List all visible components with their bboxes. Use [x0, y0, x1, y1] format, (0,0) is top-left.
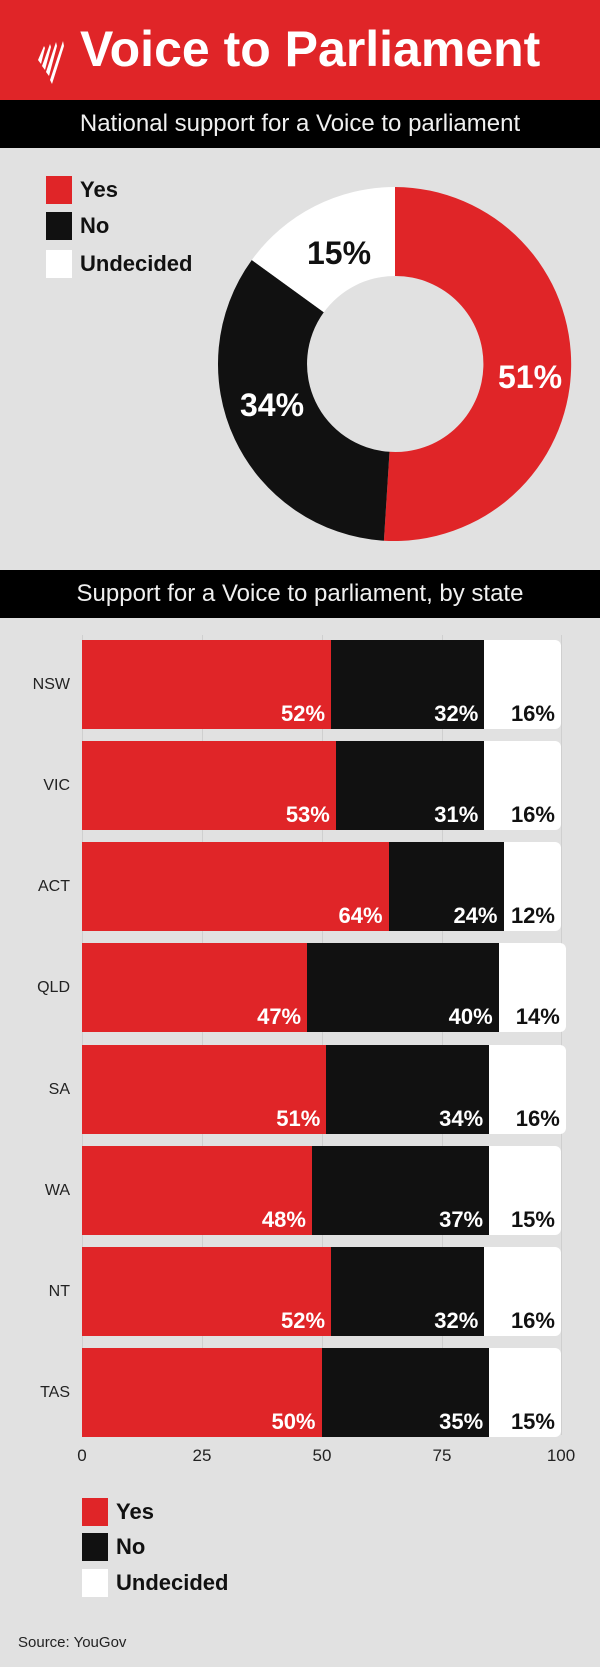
legend-swatch-undecided	[46, 250, 72, 278]
axis-tick-25: 25	[192, 1446, 212, 1465]
bar-segment-no: 34%	[326, 1045, 490, 1134]
bar-value-yes: 53%	[285, 802, 330, 827]
state-legend-swatch-yes	[82, 1498, 108, 1526]
bar-segment-yes: 47%	[82, 943, 308, 1032]
state-label: NSW	[32, 675, 70, 693]
bar-segment-undecided: 14%	[498, 943, 566, 1032]
bar-segment-yes: 48%	[82, 1146, 312, 1235]
bar-value-yes: 47%	[257, 1004, 302, 1029]
gridline-75	[442, 635, 443, 1435]
bar-segment-undecided: 16%	[484, 640, 561, 729]
source-note: Source: YouGov	[18, 1634, 127, 1651]
state-bar-row: 47% 40% 14%	[82, 943, 566, 1032]
state-legend-swatch-undecided	[82, 1569, 108, 1597]
bar-value-undecided: 15%	[510, 1409, 555, 1434]
gridline-0	[82, 635, 83, 1435]
bar-segment-yes: 51%	[82, 1045, 327, 1134]
axis-tick-75: 75	[432, 1446, 452, 1465]
national-donut-chart: 51% 34% 15%	[217, 187, 572, 541]
bar-segment-no: 31%	[335, 741, 485, 830]
state-bar-row: 52% 32% 16%	[82, 1247, 561, 1336]
bar-segment-yes: 52%	[82, 640, 332, 729]
legend-label-undecided: Undecided	[80, 251, 193, 276]
axis-tick-0: 0	[77, 1446, 87, 1465]
bar-segment-yes: 53%	[82, 741, 336, 830]
state-section-title: Support for a Voice to parliament, by st…	[0, 570, 600, 618]
bar-value-undecided: 16%	[510, 1308, 555, 1333]
donut-slice-no	[217, 260, 390, 541]
donut-slice-yes	[383, 187, 572, 541]
page-title: Voice to Parliament	[80, 21, 541, 77]
bar-value-undecided: 16%	[515, 1106, 560, 1131]
bar-value-undecided: 16%	[510, 701, 555, 726]
bar-value-no: 34%	[439, 1106, 484, 1131]
bar-value-yes: 52%	[281, 701, 326, 726]
donut-label-undecided: 15%	[307, 235, 371, 271]
state-legend-swatch-no	[82, 1533, 108, 1561]
axis-tick-100: 100	[546, 1446, 576, 1465]
bar-value-yes: 50%	[271, 1409, 316, 1434]
legend-label-no: No	[80, 213, 110, 238]
legend-swatch-no	[46, 212, 72, 240]
bar-value-no: 32%	[434, 701, 479, 726]
bar-segment-undecided: 16%	[484, 1247, 561, 1336]
donut-label-yes: 51%	[498, 359, 562, 395]
legend-label-yes: Yes	[80, 177, 118, 202]
bar-segment-undecided: 15%	[489, 1348, 561, 1437]
bar-value-no: 31%	[434, 802, 479, 827]
state-label: TAS	[40, 1383, 70, 1401]
bar-value-undecided: 12%	[510, 903, 555, 928]
state-bar-row: 64% 24% 12%	[82, 842, 561, 931]
gridline-25	[202, 635, 203, 1435]
bar-value-no: 35%	[439, 1409, 484, 1434]
bar-value-yes: 52%	[281, 1308, 326, 1333]
bar-segment-no: 32%	[331, 1247, 485, 1336]
bar-segment-yes: 64%	[82, 842, 389, 931]
bar-segment-no: 32%	[331, 640, 485, 729]
bar-value-no: 24%	[453, 903, 498, 928]
state-legend-label-yes: Yes	[116, 1499, 154, 1524]
bar-segment-no: 35%	[321, 1348, 490, 1437]
state-bar-row: 52% 32% 16%	[82, 640, 561, 729]
bar-segment-undecided: 15%	[489, 1146, 561, 1235]
state-label: SA	[48, 1080, 70, 1098]
state-bar-row: 53% 31% 16%	[82, 741, 561, 830]
axis-tick-50: 50	[312, 1446, 332, 1465]
bar-segment-no: 40%	[307, 943, 499, 1032]
bar-segment-undecided: 12%	[503, 842, 561, 931]
header-banner	[0, 0, 600, 100]
state-label: QLD	[37, 978, 70, 996]
state-label: VIC	[43, 776, 70, 794]
bar-value-no: 37%	[439, 1207, 484, 1232]
bar-value-no: 40%	[448, 1004, 493, 1029]
bar-segment-no: 37%	[311, 1146, 490, 1235]
gridline-50	[322, 635, 323, 1435]
state-label: WA	[44, 1181, 70, 1199]
bar-value-no: 32%	[434, 1308, 479, 1333]
bar-segment-no: 24%	[388, 842, 504, 931]
state-legend-label-undecided: Undecided	[116, 1570, 229, 1595]
donut-slice-undecided	[251, 187, 395, 313]
state-bar-row: 50% 35% 15%	[82, 1348, 561, 1437]
bar-value-undecided: 14%	[515, 1004, 560, 1029]
bar-segment-yes: 52%	[82, 1247, 332, 1336]
bar-segment-undecided: 16%	[489, 1045, 566, 1134]
bar-segment-yes: 50%	[82, 1348, 322, 1437]
bar-value-yes: 48%	[261, 1207, 306, 1232]
bar-value-undecided: 15%	[510, 1207, 555, 1232]
bar-value-undecided: 16%	[510, 802, 555, 827]
state-label: ACT	[38, 877, 70, 895]
bar-segment-undecided: 16%	[484, 741, 561, 830]
gridline-100	[561, 635, 562, 1435]
state-bar-row: 48% 37% 15%	[82, 1146, 561, 1235]
state-label: NT	[48, 1282, 70, 1300]
bar-value-yes: 51%	[276, 1106, 321, 1131]
sbs-logo-icon	[38, 41, 64, 84]
state-legend-label-no: No	[116, 1534, 146, 1559]
state-bar-row: 51% 34% 16%	[82, 1045, 566, 1134]
donut-label-no: 34%	[240, 387, 304, 423]
national-section-title: National support for a Voice to parliame…	[0, 100, 600, 148]
bar-value-yes: 64%	[338, 903, 383, 928]
legend-swatch-yes	[46, 176, 72, 204]
